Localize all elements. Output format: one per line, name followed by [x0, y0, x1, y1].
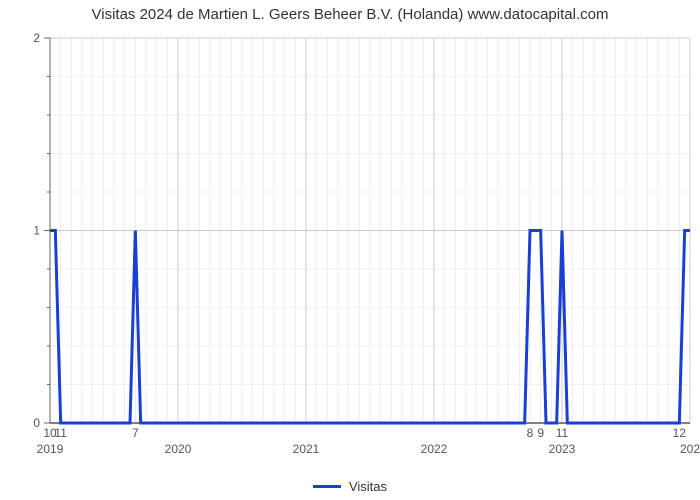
- legend: Visitas: [0, 478, 700, 494]
- svg-text:12: 12: [673, 426, 687, 440]
- svg-text:9: 9: [537, 426, 544, 440]
- svg-text:2: 2: [33, 31, 40, 45]
- chart-title: Visitas 2024 de Martien L. Geers Beheer …: [0, 6, 700, 23]
- svg-text:2022: 2022: [421, 442, 448, 456]
- svg-text:2021: 2021: [293, 442, 320, 456]
- legend-label: Visitas: [349, 479, 387, 494]
- svg-text:1: 1: [33, 224, 40, 238]
- svg-text:11: 11: [556, 426, 569, 440]
- svg-text:11: 11: [54, 426, 67, 440]
- svg-text:2023: 2023: [549, 442, 576, 456]
- svg-text:8: 8: [527, 426, 534, 440]
- legend-swatch: [313, 485, 341, 488]
- visits-line-chart: 0121011789111220192020202120222023202: [0, 28, 700, 468]
- svg-text:7: 7: [132, 426, 139, 440]
- svg-text:2019: 2019: [37, 442, 64, 456]
- svg-text:0: 0: [33, 416, 40, 430]
- svg-text:2020: 2020: [165, 442, 192, 456]
- svg-text:202: 202: [680, 442, 700, 456]
